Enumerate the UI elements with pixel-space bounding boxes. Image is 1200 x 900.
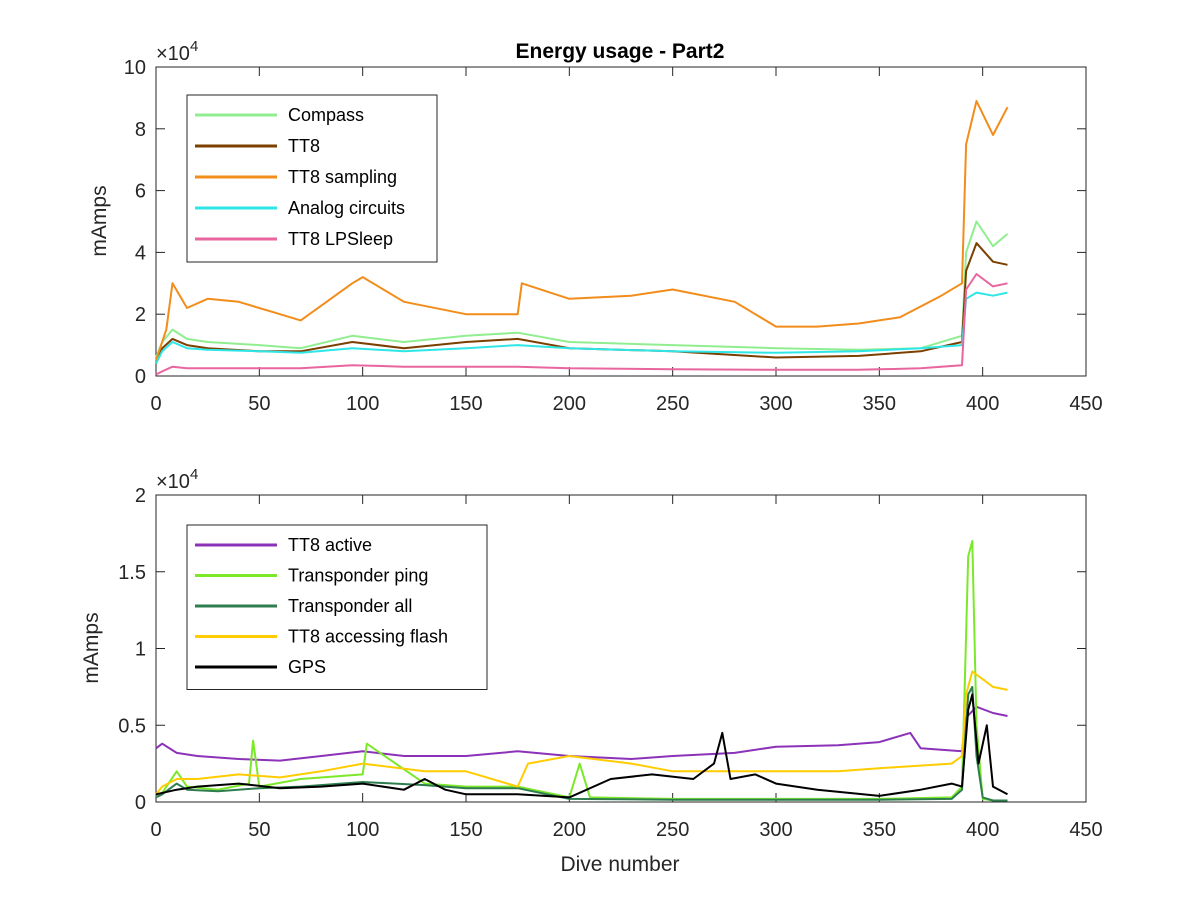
- top-plot-y-label: mAmps: [88, 185, 111, 256]
- bottom-legend-label: Transponder ping: [288, 566, 428, 586]
- top-legend-label: TT8 sampling: [288, 167, 397, 187]
- bottom-legend-label: TT8 accessing flash: [288, 627, 448, 647]
- top-x-tick-label: 250: [656, 393, 689, 415]
- top-y-tick-label: 8: [135, 119, 146, 141]
- top-y-tick-label: 0: [135, 366, 146, 388]
- top-legend-label: TT8: [288, 136, 320, 156]
- top-x-tick-label: 150: [449, 393, 482, 415]
- bottom-legend-label: TT8 active: [288, 535, 372, 555]
- top-plot-panel: Energy usage - Part2 mAmps ×104 0 50 100 15…: [88, 38, 1103, 415]
- top-x-tick-label: 300: [759, 393, 792, 415]
- top-y-tick-label: 10: [124, 57, 146, 79]
- bottom-series-line-gps: [155, 693, 1008, 799]
- top-legend-label: Compass: [288, 105, 364, 125]
- bottom-x-tick-label: 100: [346, 819, 379, 841]
- top-x-tick-label: 100: [346, 393, 379, 415]
- top-x-tick-label: 350: [863, 393, 896, 415]
- top-plot-y-multiplier: ×104: [156, 38, 198, 65]
- top-series-line-tt8-lpsleep: [155, 273, 1008, 376]
- bottom-series-line-transponder-ping: [155, 540, 1008, 802]
- top-x-tick-label: 50: [248, 393, 270, 415]
- bottom-legend-label: GPS: [288, 657, 326, 677]
- bottom-x-tick-label: 400: [966, 819, 999, 841]
- top-y-tick-label: 2: [135, 304, 146, 326]
- bottom-plot-y-label: mAmps: [80, 612, 103, 683]
- top-series-line-tt8: [155, 242, 1008, 364]
- bottom-plot-panel: Dive number mAmps ×104 0 50 100 150 200 250 30…: [80, 466, 1103, 876]
- top-legend-label: TT8 LPSleep: [288, 229, 393, 249]
- bottom-y-tick-label: 0: [135, 792, 146, 814]
- bottom-plot-x-label: Dive number: [560, 853, 679, 876]
- top-legend-label: Analog circuits: [288, 198, 405, 218]
- bottom-x-tick-label: 250: [656, 819, 689, 841]
- bottom-x-tick-label: 300: [759, 819, 792, 841]
- bottom-x-tick-label: 50: [248, 819, 270, 841]
- top-x-tick-label: 450: [1069, 393, 1102, 415]
- top-plot-title: Energy usage - Part2: [516, 40, 725, 63]
- bottom-x-tick-label: 0: [150, 819, 161, 841]
- bottom-x-tick-label: 150: [449, 819, 482, 841]
- top-series-line-tt8-sampling: [155, 100, 1009, 361]
- bottom-x-tick-label: 200: [553, 819, 586, 841]
- top-y-tick-label: 6: [135, 181, 146, 203]
- bottom-legend-label: Transponder all: [288, 596, 412, 616]
- bottom-y-tick-label: 1.5: [118, 562, 146, 584]
- bottom-x-tick-label: 350: [863, 819, 896, 841]
- top-x-tick-label: 400: [966, 393, 999, 415]
- bottom-y-tick-label: 1: [135, 639, 146, 661]
- top-x-tick-label: 200: [553, 393, 586, 415]
- top-y-tick-label: 4: [135, 242, 146, 264]
- bottom-plot-y-multiplier: ×104: [156, 466, 198, 493]
- bottom-y-tick-label: 0.5: [118, 715, 146, 737]
- bottom-y-tick-label: 2: [135, 485, 146, 507]
- top-x-tick-label: 0: [150, 393, 161, 415]
- bottom-x-tick-label: 450: [1069, 819, 1102, 841]
- bottom-series-line-tt8-accessing-flash: [155, 670, 1008, 795]
